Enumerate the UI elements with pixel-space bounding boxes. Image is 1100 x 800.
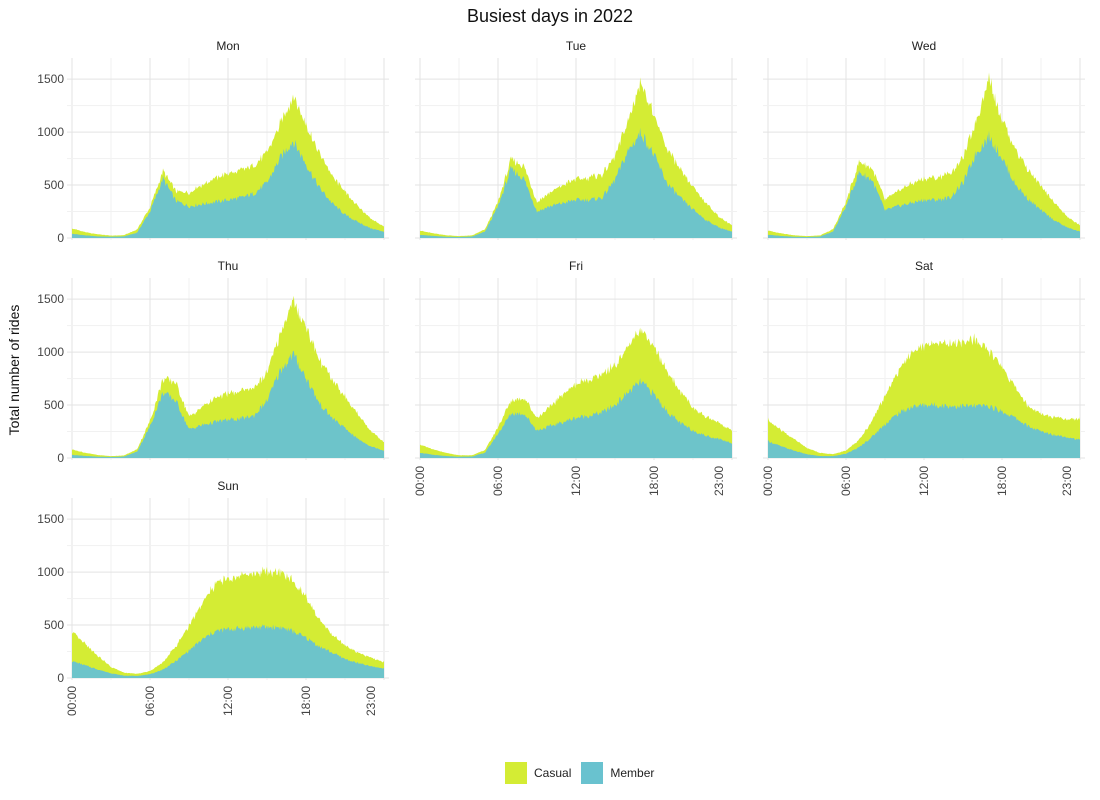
area-member-wed bbox=[768, 130, 1080, 238]
panel-title-mon: Mon bbox=[216, 39, 239, 53]
x-tick-label: 12:00 bbox=[917, 466, 931, 496]
legend: Casual Member bbox=[505, 762, 664, 784]
y-tick-label: 500 bbox=[44, 178, 64, 192]
area-member-tue bbox=[420, 127, 732, 238]
y-tick-label: 1500 bbox=[37, 512, 64, 526]
panel-thu: Thu 0 500 1000 1500 bbox=[37, 259, 389, 465]
x-tick-label: 06:00 bbox=[143, 686, 157, 716]
legend-key-member bbox=[581, 762, 604, 784]
x-tick-label: 18:00 bbox=[995, 466, 1009, 496]
legend-label-member: Member bbox=[610, 766, 655, 780]
y-tick-label: 1500 bbox=[37, 292, 64, 306]
panel-fri: Fri 00:00 06:00 12:00 18:00 23:00 bbox=[413, 259, 737, 496]
legend-item-casual: Casual bbox=[505, 762, 571, 784]
x-tick-label: 23:00 bbox=[1060, 466, 1074, 496]
y-tick-label: 0 bbox=[57, 231, 64, 245]
panel-title-wed: Wed bbox=[912, 39, 936, 53]
x-tick-label: 18:00 bbox=[647, 466, 661, 496]
x-tick-label: 23:00 bbox=[364, 686, 378, 716]
y-tick-label: 1000 bbox=[37, 125, 64, 139]
y-tick-label: 500 bbox=[44, 398, 64, 412]
x-tick-label: 06:00 bbox=[839, 466, 853, 496]
panel-title-tue: Tue bbox=[566, 39, 587, 53]
panel-tue: Tue bbox=[415, 39, 737, 240]
y-tick-label: 500 bbox=[44, 618, 64, 632]
legend-key-casual bbox=[505, 762, 527, 784]
x-tick-label: 00:00 bbox=[761, 466, 775, 496]
chart-title: Busiest days in 2022 bbox=[466, 6, 634, 26]
area-member-thu bbox=[72, 350, 384, 458]
x-tick-label: 12:00 bbox=[569, 466, 583, 496]
panel-wed: Wed bbox=[763, 39, 1085, 240]
legend-item-member: Member bbox=[581, 762, 654, 784]
legend-label-casual: Casual bbox=[534, 766, 572, 780]
y-tick-label: 1000 bbox=[37, 345, 64, 359]
area-member-sat bbox=[768, 402, 1080, 458]
x-tick-label: 18:00 bbox=[299, 686, 313, 716]
panel-title-thu: Thu bbox=[218, 259, 239, 273]
x-tick-label: 00:00 bbox=[65, 686, 79, 716]
panel-sun: Sun 0 500 1000 1500 00:00 06:00 12:00 18:00 23:00 bbox=[37, 479, 389, 716]
panel-title-sun: Sun bbox=[217, 479, 238, 493]
panel-title-sat: Sat bbox=[915, 259, 934, 273]
area-member-mon bbox=[72, 139, 384, 238]
panel-title-fri: Fri bbox=[569, 259, 583, 273]
panel-sat: Sat 00:00 06:00 12:00 18:00 23:00 bbox=[761, 259, 1085, 496]
y-tick-label: 1000 bbox=[37, 565, 64, 579]
panel-mon: Mon 0 500 1000 1500 bbox=[37, 39, 389, 245]
y-tick-label: 0 bbox=[57, 671, 64, 685]
y-tick-label: 0 bbox=[57, 451, 64, 465]
x-tick-label: 06:00 bbox=[491, 466, 505, 496]
x-tick-label: 12:00 bbox=[221, 686, 235, 716]
area-member-fri bbox=[420, 378, 732, 458]
area-member-sun bbox=[72, 624, 384, 678]
y-tick-label: 1500 bbox=[37, 72, 64, 86]
x-tick-label: 23:00 bbox=[712, 466, 726, 496]
x-tick-label: 00:00 bbox=[413, 466, 427, 496]
